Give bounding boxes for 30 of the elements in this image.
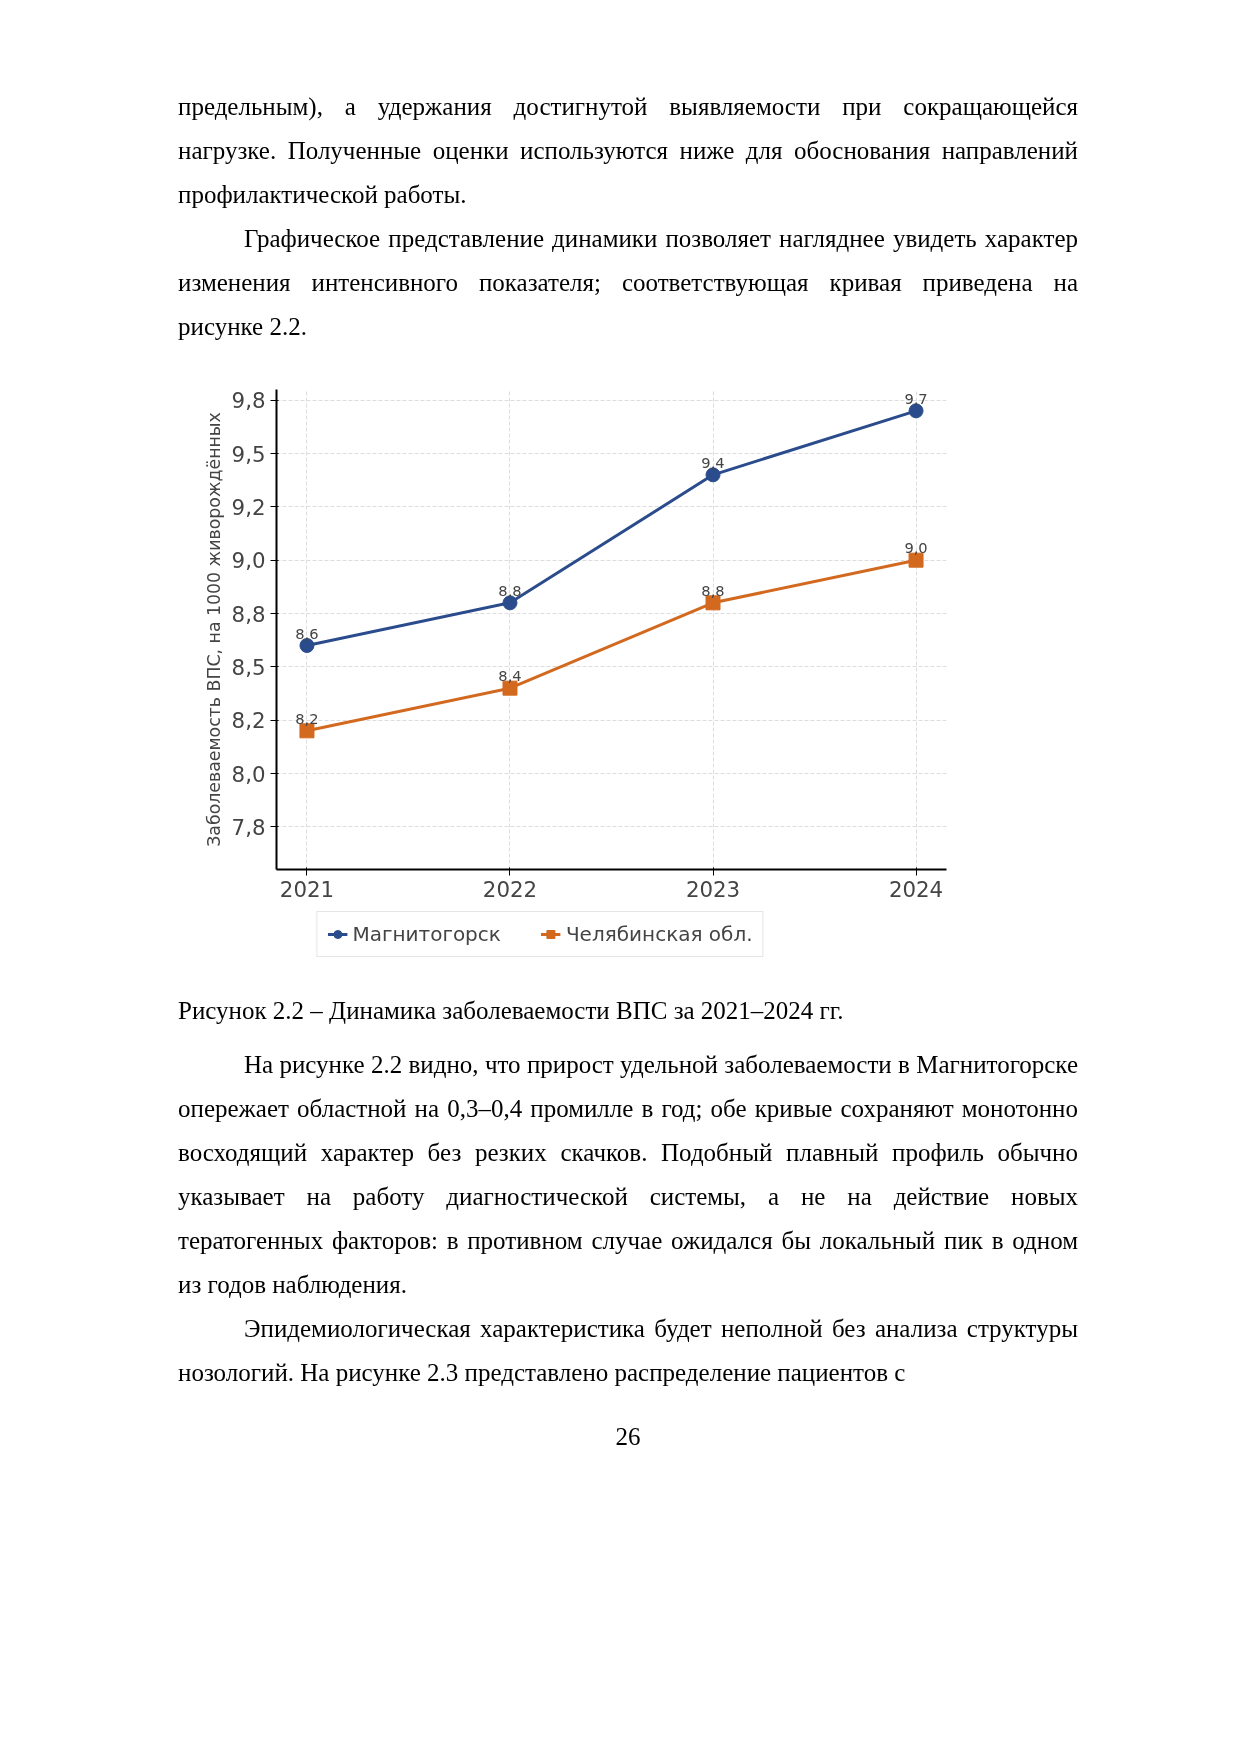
y-tick-label: 8,0 — [231, 761, 266, 787]
data-label: 8,2 — [295, 709, 319, 727]
legend-label: Магнитогорск — [352, 922, 501, 947]
y-tick-label: 8,2 — [231, 708, 266, 734]
legend-label: Челябинская обл. — [565, 922, 753, 947]
data-label: 8,6 — [295, 624, 319, 642]
x-tick-label: 2023 — [685, 876, 741, 902]
y-tick-label: 9,5 — [231, 441, 266, 467]
text: Графическое представление динамики позволяет нагляднее увидеть характер изменения интенсивного показателя; соответствующая кривая приведена на рисунке 2.2. — [178, 224, 1078, 343]
y-tick-label: 7,8 — [231, 814, 266, 840]
data-label: 8,4 — [498, 667, 522, 685]
y-tick-label: 9,8 — [231, 388, 266, 414]
text: Эпидемиологическая характеристика будет неполной без анализа структуры нозологий. На рисунке 2.3 представлено распределение пациентов с — [178, 1314, 1078, 1389]
data-label: 9,7 — [904, 389, 928, 407]
x-tick-label: 2022 — [482, 876, 538, 902]
data-label: 8,8 — [498, 581, 522, 599]
text: Рисунок 2.2 – Динамика заболеваемости ВПС за 2021–2024 гг. — [178, 996, 845, 1027]
x-tick-label: 2024 — [888, 876, 944, 902]
y-tick-label: 9,0 — [231, 548, 266, 574]
data-label: 8,8 — [701, 581, 725, 599]
y-axis-title: Заболеваемость ВПС, на 1000 живорождённых — [203, 412, 224, 847]
text: 26 — [614, 1422, 642, 1453]
y-tick-label: 9,2 — [231, 494, 266, 520]
y-tick-label: 8,5 — [231, 654, 266, 680]
x-tick-label: 2021 — [279, 876, 335, 902]
text: На рисунке 2.2 видно, что прирост удельной заболеваемости в Магнитогорске опережает областной на 0,3–0,4 промилле в год; обе кривые сохраняют монотонно восходящий характер без резких скачков. Подобный плавный профиль обычно указывает на работу диагностической системы, а не на действие новых тератогенных факторов: в противном случае ожидался бы локальный пик в одном из годов наблюдения. — [178, 1050, 1078, 1301]
data-label: 9,4 — [701, 453, 725, 471]
y-tick-label: 8,8 — [231, 601, 266, 627]
data-label: 9,0 — [904, 539, 928, 557]
text: предельным), а удержания достигнутой выявляемости при сокращающейся нагрузке. Полученные оценки используются ниже для обоснования направлений профилактической работы. — [178, 92, 1078, 211]
